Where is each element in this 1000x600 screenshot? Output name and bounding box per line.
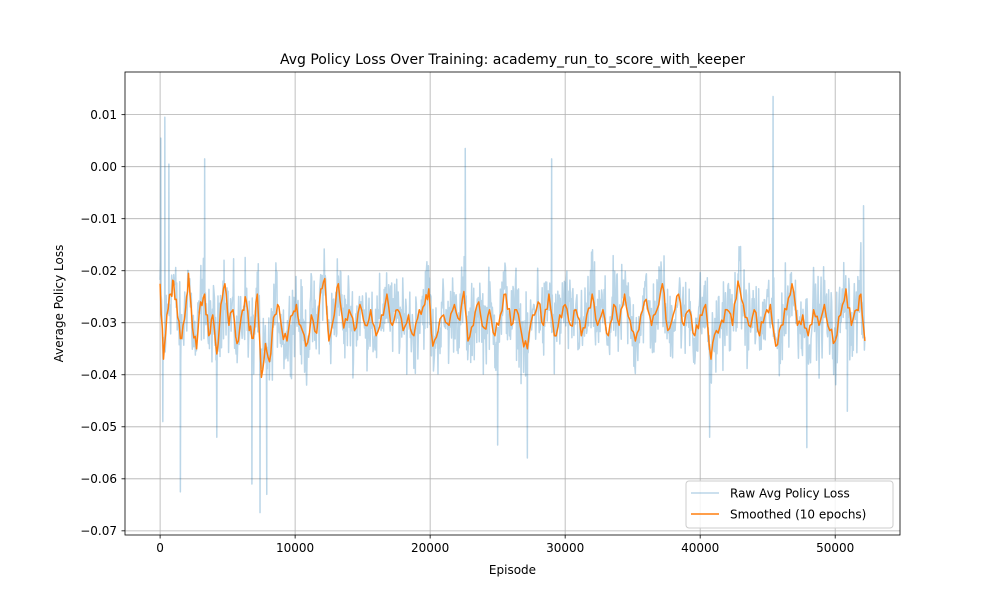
y-tick-label: 0.00 [90,160,117,174]
smoothed-series-layer [159,272,866,379]
y-tick-label: −0.05 [80,420,117,434]
y-tick-label: 0.01 [90,108,117,122]
x-tick-label: 0 [156,541,164,555]
y-axis-label: Average Policy Loss [52,245,66,363]
raw-series-layer [159,95,866,514]
plot-area-background [125,72,900,535]
axis-ticks: 0 10000 20000 30000 40000 50000 0.01 0.00 −0.01 −… [80,108,854,555]
legend: Raw Avg Policy Loss Smoothed (10 epochs) [685,480,894,529]
legend-label-smoothed: Smoothed (10 epochs) [730,508,866,522]
y-tick-label: −0.07 [80,524,117,538]
smoothed-loss-line [159,272,866,379]
x-axis-label: Episode [489,563,536,577]
y-tick-label: −0.04 [80,368,117,382]
legend-label-raw: Raw Avg Policy Loss [730,487,850,501]
y-tick-label: −0.03 [80,316,117,330]
x-tick-label: 40000 [681,541,719,555]
x-tick-label: 30000 [546,541,584,555]
y-tick-label: −0.02 [80,264,117,278]
y-tick-label: −0.01 [80,212,117,226]
x-tick-label: 50000 [816,541,854,555]
y-tick-label: −0.06 [80,472,117,486]
x-tick-label: 10000 [276,541,314,555]
x-tick-label: 20000 [411,541,449,555]
chart-title: Avg Policy Loss Over Training: academy_r… [280,52,745,68]
legend-box [685,480,894,529]
raw-loss-line [159,95,866,514]
plot-frame [124,71,901,536]
